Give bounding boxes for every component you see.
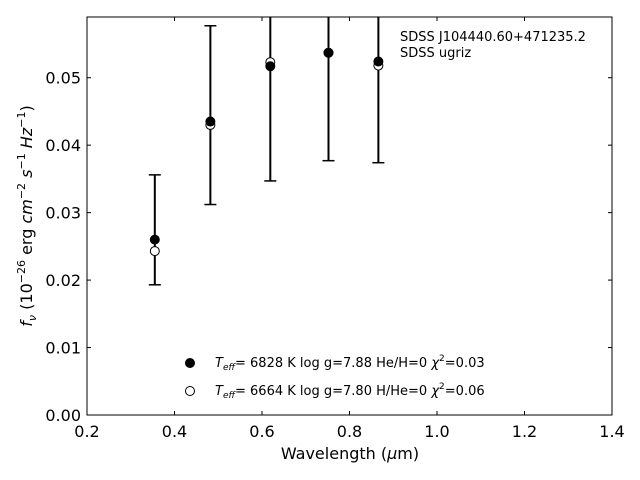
y-tick-label: 0.04 <box>45 136 81 155</box>
legend: Teff= 6828 K log g=7.88 He/H=0 χ2=0.03 T… <box>185 354 485 401</box>
object-name-annotation: SDSS J104440.60+471235.2 <box>400 30 586 45</box>
legend-marker-open <box>185 386 195 396</box>
x-tick-label: 0.4 <box>162 422 187 441</box>
data-point-filled <box>149 234 160 245</box>
x-tick-label: 1.4 <box>599 422 624 441</box>
legend-entry-1: Teff= 6828 K log g=7.88 He/H=0 χ2=0.03 <box>215 354 485 373</box>
y-axis-label: fν (10−26 erg cm−2 s−1 Hz−1) <box>15 105 39 326</box>
x-tick-label: 0.8 <box>337 422 362 441</box>
x-tick-label: 0.6 <box>249 422 274 441</box>
x-tick-label: 1.2 <box>512 422 537 441</box>
y-tick-label: 0.05 <box>45 69 81 88</box>
error-bar <box>372 17 385 164</box>
data-point-open <box>149 246 160 257</box>
plot-area <box>148 17 385 286</box>
y-tick-label: 0.03 <box>45 204 81 223</box>
x-axis-label: Wavelength (μm) <box>281 444 419 463</box>
data-point-filled <box>373 56 384 67</box>
filter-set-annotation: SDSS ugriz <box>400 46 471 61</box>
legend-entry-2: Teff= 6664 K log g=7.80 H/He=0 χ2=0.06 <box>215 382 485 401</box>
x-tick-label: 0.2 <box>74 422 99 441</box>
axis-ticks: 0.2 0.4 0.6 0.8 1.0 1.2 1.4 0.00 0.01 0.02 0.03 0.0… <box>45 17 625 441</box>
x-tick-label: 1.0 <box>424 422 449 441</box>
data-point-filled <box>205 116 216 127</box>
error-bar <box>148 174 161 286</box>
y-tick-label: 0.00 <box>45 406 81 425</box>
data-point-filled <box>265 61 276 72</box>
data-point-filled <box>323 47 334 58</box>
error-bar <box>322 17 335 162</box>
error-bar <box>264 17 277 182</box>
y-tick-label: 0.01 <box>45 339 81 358</box>
y-tick-label: 0.02 <box>45 271 81 290</box>
error-bar <box>204 25 217 206</box>
legend-marker-filled <box>185 358 195 368</box>
